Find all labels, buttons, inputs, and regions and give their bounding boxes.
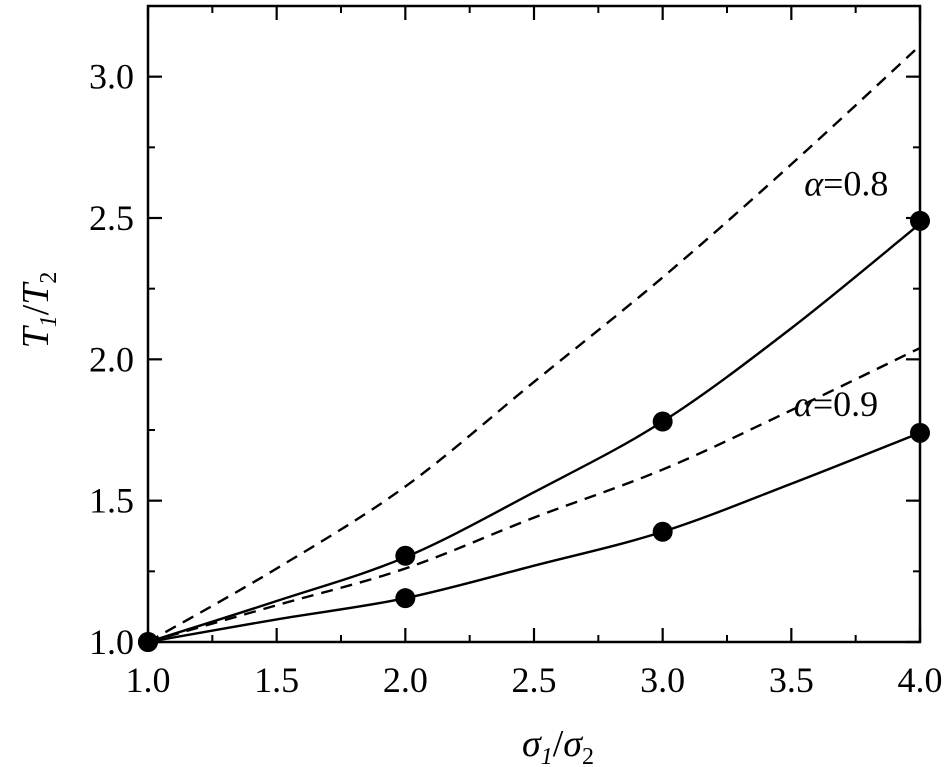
y-tick-label: 1.5 bbox=[89, 481, 134, 521]
data-point bbox=[652, 521, 673, 542]
data-point bbox=[910, 422, 930, 443]
y-axis-title-main: T bbox=[15, 324, 57, 348]
annotations: α=0.8α=0.9 bbox=[794, 163, 889, 423]
x-tick-label: 4.0 bbox=[898, 660, 943, 700]
x-axis-title-main2: σ bbox=[563, 723, 583, 765]
data-point bbox=[395, 588, 416, 609]
data-point bbox=[138, 632, 158, 652]
solid-curve bbox=[147, 431, 921, 644]
x-tick-label: 1.5 bbox=[254, 660, 299, 700]
x-tick-label: 3.0 bbox=[640, 660, 685, 700]
x-axis-title-main: σ bbox=[522, 723, 542, 765]
y-axis-title-main2: T bbox=[15, 281, 57, 305]
y-axis-title-sub2: 2 bbox=[36, 272, 62, 284]
y-tick-label: 3.0 bbox=[89, 57, 134, 97]
x-tick-label: 2.5 bbox=[512, 660, 557, 700]
x-axis-title-sub1: 1 bbox=[541, 744, 553, 767]
alpha-value: =0.9 bbox=[813, 384, 878, 424]
data-point bbox=[395, 545, 416, 566]
x-tick-label: 3.5 bbox=[769, 660, 814, 700]
axis-ticks bbox=[146, 6, 922, 644]
alpha-annotation: α=0.8 bbox=[804, 163, 888, 203]
alpha-symbol: α bbox=[794, 384, 814, 424]
alpha-value: =0.8 bbox=[823, 163, 888, 203]
x-tick-label: 1.0 bbox=[126, 660, 171, 700]
tick-labels: 1.0 1.5 2.0 2.5 3.0 3.5 4.0 1.0 1.5 2.0 2.5 3.0 bbox=[89, 57, 943, 700]
y-axis-title-sub1: 1 bbox=[36, 315, 62, 327]
alpha-annotation: α=0.9 bbox=[794, 384, 878, 424]
x-tick-label: 2.0 bbox=[383, 660, 428, 700]
y-tick-label: 1.0 bbox=[89, 622, 134, 662]
data-point bbox=[652, 411, 673, 432]
data-markers bbox=[138, 210, 930, 652]
dashed-curve bbox=[147, 44, 921, 644]
y-tick-label: 2.5 bbox=[89, 198, 134, 238]
x-axis-title-sub2: 2 bbox=[582, 744, 594, 767]
dashed-curve bbox=[147, 346, 921, 644]
y-axis-title-slash: / bbox=[15, 304, 57, 315]
data-curves bbox=[147, 44, 921, 644]
x-axis-title: σ1/σ2 bbox=[522, 723, 594, 767]
y-axis-title: T1/T2 bbox=[15, 272, 62, 349]
solid-curve bbox=[147, 222, 921, 644]
y-tick-label: 2.0 bbox=[89, 339, 134, 379]
alpha-symbol: α bbox=[804, 163, 824, 203]
data-point bbox=[910, 210, 930, 231]
x-axis-title-slash: / bbox=[553, 723, 564, 765]
plot-frame bbox=[146, 4, 922, 644]
